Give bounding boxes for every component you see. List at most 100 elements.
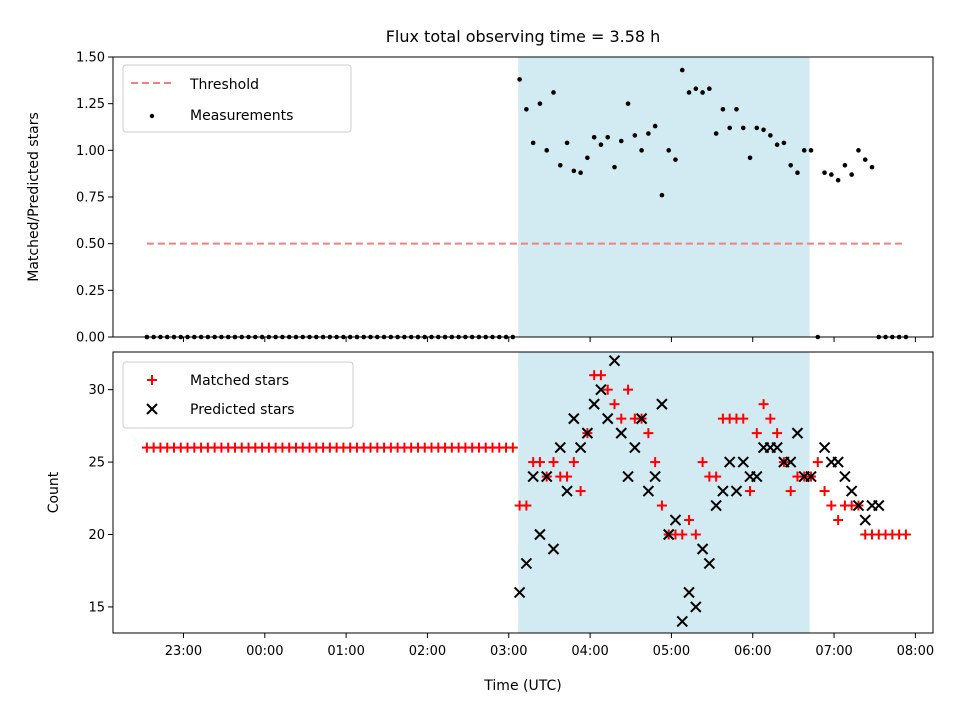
legend-label-threshold: Threshold: [189, 77, 259, 93]
measurement-point: [747, 155, 753, 161]
legend-label-predicted: Predicted stars: [190, 402, 295, 418]
measurement-point: [774, 142, 780, 148]
legend-swatch-measurements: [149, 113, 155, 119]
measurement-point: [578, 170, 583, 176]
predicted-star-point: [805, 470, 817, 483]
x-tick-label: 23:00: [165, 644, 202, 659]
predicted-star-point: [723, 456, 736, 468]
legend-box: [122, 361, 354, 429]
measurement-point: [530, 140, 536, 146]
y-axis-label: Matched/Predicted stars: [26, 112, 42, 282]
measurement-point: [585, 155, 590, 161]
x-tick-label: 03:00: [490, 644, 527, 659]
observing-window-shade: [518, 352, 810, 633]
matched-star-point: [595, 370, 606, 381]
x-tick-label: 02:00: [409, 644, 446, 659]
star-count-panel: 15 20 25 30 23:00 00:00 01:00 02:00 03:00 04:00 0…: [46, 351, 934, 659]
measurement-point: [720, 106, 726, 112]
matched-star-point: [568, 457, 579, 468]
y-tick-label: 1.50: [76, 51, 105, 66]
plot-frame: [112, 56, 934, 338]
predicted-star-point: [662, 528, 675, 541]
predicted-star-point: [615, 427, 627, 439]
legend-label-matched: Matched stars: [190, 373, 289, 389]
measurement-point: [544, 148, 550, 153]
predicted-star-point: [730, 485, 743, 497]
measurement-point: [849, 172, 854, 177]
measurement-point: [856, 148, 861, 153]
measurement-point: [673, 157, 678, 162]
predicted-star-point: [690, 601, 702, 613]
predicted-star-point: [839, 470, 851, 483]
measurement-point: [869, 164, 875, 170]
predicted-star-point: [602, 412, 614, 425]
matched-star-point: [521, 500, 532, 511]
measurement-point: [727, 125, 732, 131]
predicted-star-point: [561, 485, 573, 497]
measurement-point: [740, 125, 746, 131]
predicted-star-point: [595, 383, 607, 396]
x-tick-label: 00:00: [246, 644, 283, 659]
predicted-star-point: [608, 354, 621, 367]
predicted-star-point: [852, 499, 865, 512]
matched-star-point: [785, 486, 796, 497]
matched-star-point: [697, 457, 708, 468]
measurement-point: [842, 162, 848, 168]
predicted-star-point: [845, 485, 858, 497]
shaded-region: [518, 57, 810, 337]
measurement-point: [754, 125, 760, 131]
measurement-point: [686, 90, 692, 95]
measurement-point: [795, 170, 800, 176]
matched-star-point: [562, 471, 573, 482]
matched-star-point: [751, 428, 762, 439]
matched-star-point: [900, 529, 911, 540]
legend-box: [122, 64, 352, 133]
matched-star-point: [711, 471, 722, 482]
legend-cross-marker: [146, 403, 158, 415]
x-axis-ticks: [182, 337, 916, 342]
measurement-point: [598, 142, 604, 148]
predicted-star-point: [520, 557, 533, 570]
measurement-point: [557, 162, 563, 168]
y-axis-label: Count: [46, 471, 62, 513]
legend: Matched stars Predicted stars: [122, 361, 354, 429]
measurement-point: [808, 148, 814, 153]
predicted-star-point: [581, 427, 594, 439]
x-tick-label: 08:00: [897, 644, 934, 659]
legend: Threshold Measurements: [122, 64, 352, 133]
chart-title: Flux total observing time = 3.58 h: [386, 27, 661, 46]
measurement-point: [659, 192, 665, 198]
predicted-star-point: [784, 456, 797, 468]
x-axis-ticks: 23:00 00:00 01:00 02:00 03:00 04:00 05:00 06:00…: [165, 633, 934, 659]
measurement-point: [537, 101, 543, 106]
measurement-point: [517, 77, 522, 82]
predicted-star-point: [832, 456, 844, 468]
predicted-star-point: [574, 441, 587, 454]
y-tick-label: 25: [88, 456, 105, 471]
measurement-point: [524, 106, 529, 112]
matched-star-point: [507, 442, 518, 453]
predicted-star-point: [527, 470, 539, 483]
predicted-star-point: [737, 456, 749, 468]
predicted-stars-points: [513, 354, 885, 628]
x-tick-label: 07:00: [815, 644, 852, 659]
matched-star-point: [684, 515, 695, 526]
x-tick-label: 06:00: [734, 644, 771, 659]
predicted-star-point: [710, 499, 722, 512]
predicted-star-point: [859, 514, 871, 526]
matched-star-point: [650, 457, 661, 468]
predicted-star-point: [649, 470, 661, 483]
matched-star-point: [548, 457, 559, 468]
measurement-point: [788, 162, 793, 168]
matched-star-point: [826, 500, 837, 511]
measurement-point: [605, 134, 611, 140]
matched-star-point: [602, 384, 613, 395]
measurement-point: [707, 86, 712, 92]
predicted-star-point: [622, 470, 634, 483]
predicted-star-point: [791, 427, 804, 439]
measurement-point: [713, 131, 719, 136]
measurement-point: [618, 138, 624, 144]
shaded-region: [518, 352, 810, 633]
predicted-star-point: [588, 398, 600, 410]
